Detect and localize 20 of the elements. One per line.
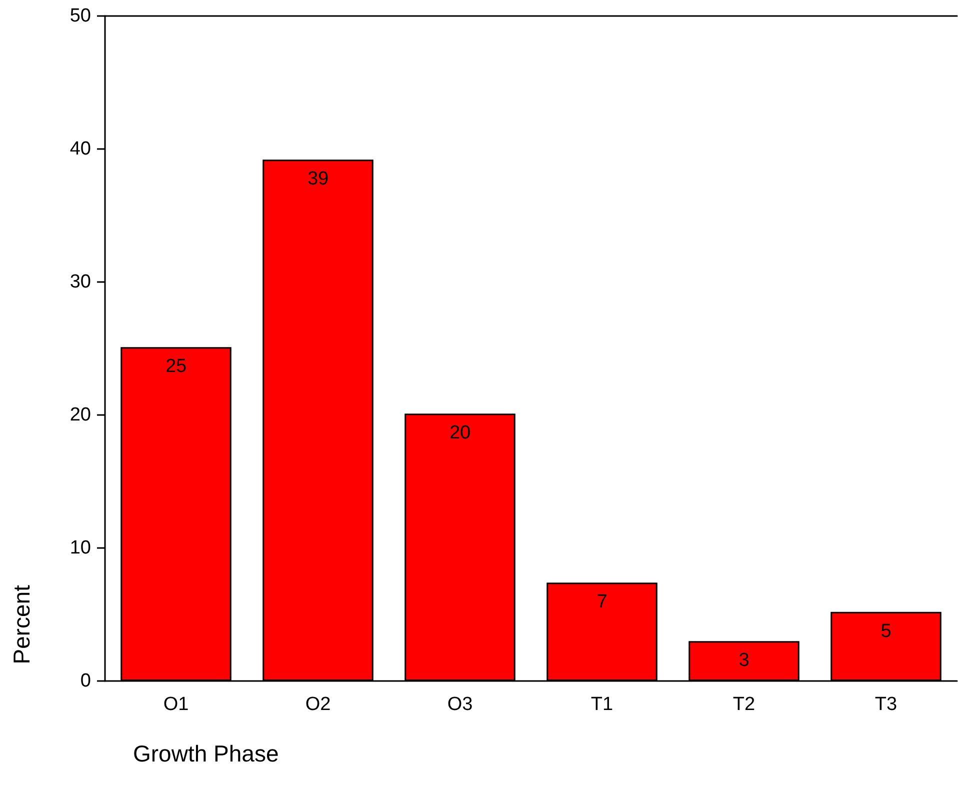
data-label: 3 bbox=[738, 650, 750, 672]
x-tick-label: T3 bbox=[874, 694, 898, 715]
x-axis-title: Growth Phase bbox=[133, 740, 279, 766]
x-tick-label: T2 bbox=[732, 694, 756, 715]
y-axis-title: Percent bbox=[8, 584, 34, 664]
x-tick-label: T1 bbox=[590, 694, 614, 715]
y-tick-label: 40 bbox=[70, 138, 91, 160]
data-label: 20 bbox=[449, 422, 471, 444]
data-label: 5 bbox=[880, 620, 892, 642]
x-tick-label: O1 bbox=[163, 694, 189, 715]
y-tick-label: 20 bbox=[70, 404, 91, 426]
data-label: 7 bbox=[596, 592, 608, 613]
data-label: 25 bbox=[165, 356, 187, 378]
y-tick-label: 0 bbox=[80, 670, 91, 692]
x-tick-label: O3 bbox=[447, 694, 473, 715]
x-tick-label: O2 bbox=[305, 694, 331, 715]
y-tick-label: 10 bbox=[70, 538, 91, 558]
y-tick-label: 30 bbox=[70, 272, 91, 292]
data-label: 39 bbox=[307, 168, 329, 190]
y-tick-label: 50 bbox=[70, 6, 91, 26]
